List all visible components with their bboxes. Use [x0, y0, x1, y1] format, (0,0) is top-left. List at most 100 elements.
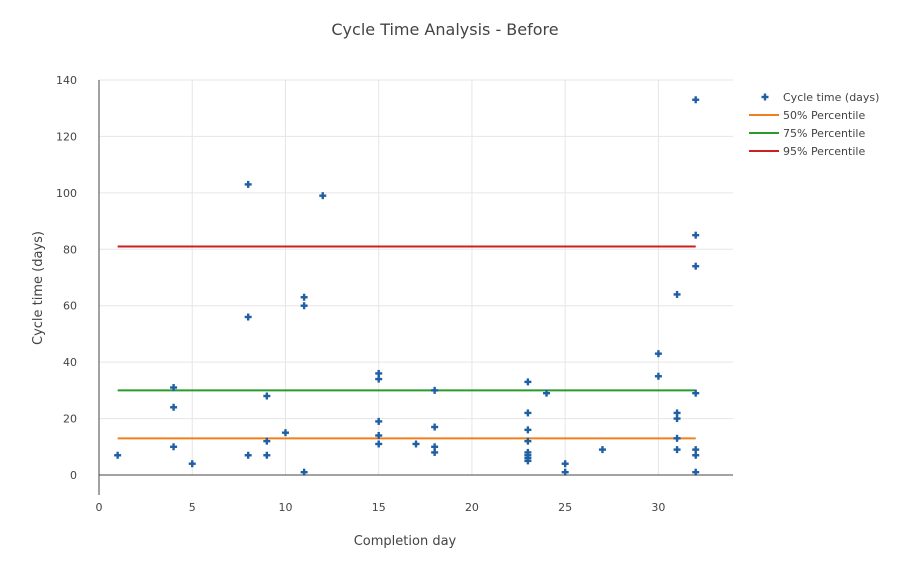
data-point	[300, 468, 308, 476]
data-point	[692, 96, 700, 104]
legend-item: Cycle time (days)	[761, 91, 879, 104]
data-point	[375, 375, 383, 383]
data-point-v	[321, 192, 324, 200]
data-point-v	[563, 460, 567, 468]
data-point	[281, 429, 289, 437]
data-point-v	[302, 468, 306, 476]
data-point-v	[172, 403, 175, 411]
data-point	[375, 432, 383, 439]
data-point-v	[265, 437, 269, 445]
data-point-v	[302, 302, 306, 310]
data-point-v	[265, 451, 269, 459]
y-tick-label: 60	[63, 300, 77, 313]
data-point	[673, 446, 681, 454]
data-point-v	[414, 440, 418, 448]
legend: Cycle time (days) 50% Percentile 75% Perce…	[749, 91, 879, 158]
data-point	[524, 409, 532, 417]
tick-labels: 0 20 40 60 80 100 120 140 0 5 10 15 20 25 30	[56, 74, 665, 514]
data-point	[692, 451, 700, 459]
x-axis-title: Completion day	[354, 534, 457, 549]
data-point	[431, 423, 439, 431]
data-point	[431, 386, 439, 394]
legend-item: 75% Percentile	[749, 127, 865, 140]
data-point	[375, 417, 383, 425]
data-point-v	[433, 443, 436, 451]
data-point	[300, 293, 308, 301]
data-point-v	[694, 231, 697, 239]
data-point-v	[302, 293, 306, 301]
data-point-v	[694, 451, 697, 459]
data-point	[654, 350, 662, 358]
data-point-v	[675, 415, 679, 423]
x-tick-label: 5	[189, 501, 196, 514]
legend-label: 95% Percentile	[783, 145, 865, 158]
x-tick-label: 20	[465, 501, 479, 514]
gridlines	[99, 79, 733, 475]
data-point-v	[246, 180, 250, 188]
data-point	[375, 440, 383, 448]
data-point-v	[675, 446, 679, 454]
data-point-v	[265, 392, 269, 400]
data-point	[561, 468, 569, 476]
data-point	[692, 262, 700, 270]
data-point-v	[116, 451, 119, 459]
data-point-v	[377, 375, 380, 383]
data-point	[300, 302, 308, 310]
data-point-v	[191, 460, 194, 468]
x-tick-label: 30	[651, 501, 665, 514]
x-tick-label: 0	[96, 501, 103, 514]
data-point	[692, 231, 700, 239]
data-point	[692, 389, 700, 397]
data-point-v	[657, 372, 660, 380]
data-point	[244, 313, 252, 321]
data-point-v	[433, 448, 436, 456]
legend-marker-v	[763, 93, 767, 101]
data-point	[673, 415, 681, 423]
data-point	[524, 457, 532, 465]
data-point	[263, 437, 271, 445]
data-point-v	[675, 434, 679, 442]
data-point	[244, 451, 252, 459]
y-tick-label: 80	[63, 243, 77, 256]
data-point	[114, 451, 122, 459]
x-tick-label: 15	[372, 501, 386, 514]
data-point-v	[675, 290, 679, 298]
legend-label: Cycle time (days)	[783, 91, 879, 104]
data-point	[170, 384, 178, 392]
data-point-v	[172, 384, 175, 392]
data-point	[170, 403, 178, 411]
data-point	[673, 409, 681, 417]
chart-title: Cycle Time Analysis - Before	[331, 20, 558, 39]
data-point-v	[563, 468, 567, 476]
data-point-v	[694, 96, 697, 104]
data-point	[543, 389, 551, 397]
data-point-v	[601, 446, 604, 454]
data-point-v	[246, 451, 250, 459]
data-point	[170, 443, 178, 451]
y-tick-label: 20	[63, 413, 77, 426]
data-point-v	[694, 446, 697, 454]
data-point	[524, 378, 532, 386]
data-point	[524, 426, 532, 434]
y-axis-title: Cycle time (days)	[31, 231, 46, 345]
data-point	[524, 437, 532, 445]
data-point-v	[377, 440, 380, 448]
data-point	[263, 392, 271, 400]
x-tick-label: 10	[278, 501, 292, 514]
legend-item: 95% Percentile	[749, 145, 865, 158]
data-point-v	[526, 457, 530, 465]
data-point-v	[545, 389, 548, 397]
legend-label: 50% Percentile	[783, 109, 865, 122]
data-point-v	[377, 432, 380, 439]
data-point-v	[694, 468, 697, 476]
data-point-v	[172, 443, 175, 451]
data-point	[263, 451, 271, 459]
data-point	[375, 369, 383, 377]
plot-area	[114, 96, 700, 476]
legend-label: 75% Percentile	[783, 127, 865, 140]
axes	[98, 80, 733, 495]
data-point	[673, 434, 681, 442]
y-tick-label: 100	[56, 187, 77, 200]
y-tick-label: 0	[70, 469, 77, 482]
